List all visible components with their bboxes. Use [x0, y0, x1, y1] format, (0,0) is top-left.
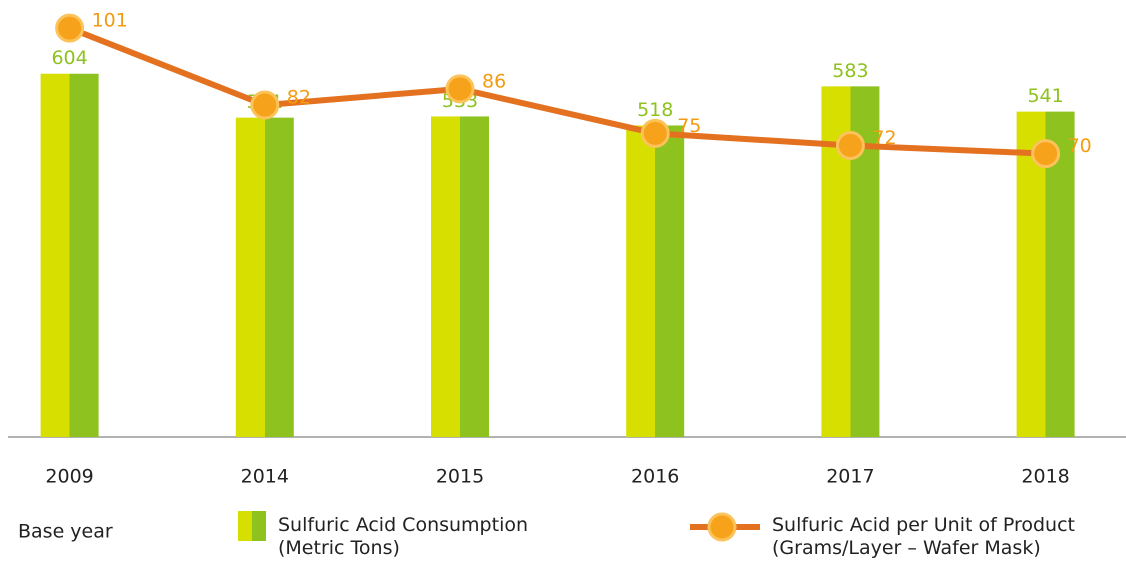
line-marker: [250, 90, 280, 120]
legend-swatch-b: [252, 511, 266, 541]
line-marker: [55, 13, 85, 43]
x-tick-label: 2017: [826, 466, 874, 488]
line-marker: [835, 131, 865, 161]
bar-value-label: 604: [51, 47, 87, 69]
annotation: Base year: [18, 521, 113, 543]
line: [68, 25, 1046, 157]
line-value-label: 72: [872, 127, 896, 149]
x-tick-label: 2015: [436, 466, 484, 488]
bar: [431, 116, 489, 437]
line-marker: [445, 74, 475, 104]
bar: [626, 125, 685, 438]
legend-label: Sulfuric Acid Consumption (Metric Tons): [278, 514, 529, 559]
line-marker: [640, 118, 670, 148]
legend-marker: [707, 512, 737, 542]
x-tick-label: 2016: [631, 466, 679, 488]
legend-swatch-a: [238, 511, 252, 541]
legend-label: Sulfuric Acid per Unit of Product (Grams…: [772, 514, 1075, 559]
x-tick-label: 2009: [45, 466, 93, 488]
line-value-label: 70: [1068, 135, 1092, 157]
line-value-label: 75: [677, 115, 701, 137]
bar-value-label: 518: [637, 99, 673, 121]
bar-value-label: 583: [832, 60, 868, 82]
x-tick-label: 2014: [241, 466, 289, 488]
bar: [235, 117, 294, 438]
bar: [40, 73, 99, 437]
bar-value-label: 541: [1027, 85, 1063, 107]
line-value-label: 82: [287, 87, 311, 109]
x-tick-label: 2018: [1021, 466, 1069, 488]
line-marker: [1031, 139, 1061, 169]
line-value-label: 86: [482, 70, 506, 92]
line-value-label: 101: [92, 10, 128, 32]
